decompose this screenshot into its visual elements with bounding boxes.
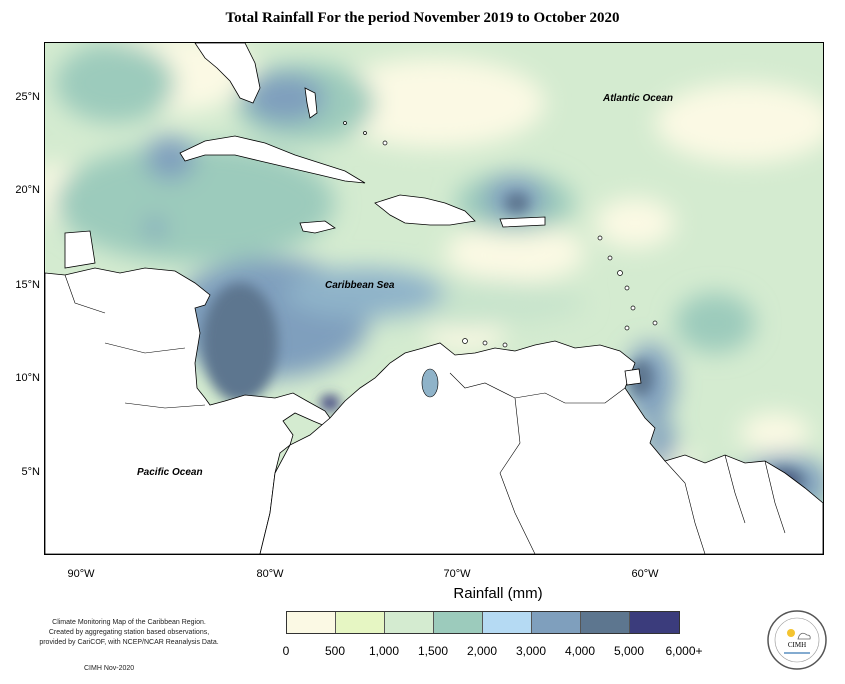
legend-swatch [287,612,336,633]
legend-swatch [532,612,581,633]
legend-swatch [385,612,434,633]
legend-label: 500 [324,644,346,658]
legend-label: 6,000+ [665,644,703,658]
rainfall-field [45,43,823,554]
credit-text: Climate Monitoring Map of the Caribbean … [34,618,224,648]
legend-swatch [434,612,483,633]
land-masses [45,43,823,554]
legend-swatch [483,612,532,633]
credit-line: Created by aggregating station based obs… [48,629,210,636]
lon-tick-70w: 70°W [443,568,471,580]
map-title: Total Rainfall For the period November 2… [225,10,620,26]
credit-date: CIMH Nov-2020 [84,665,135,672]
cimh-logo: CIMH [767,610,827,670]
legend-swatch [581,612,630,633]
legend-label: 2,000 [466,644,498,658]
lat-tick-25n: 25°N [15,91,40,103]
lon-tick-60w: 60°W [631,568,659,580]
lat-tick-5n: 5°N [21,466,40,478]
label-atlantic-ocean: Atlantic Ocean [603,93,674,104]
legend-label: 1,000 [368,644,400,658]
legend-label: 4,000 [564,644,596,658]
legend-swatch [630,612,679,633]
lat-tick-10n: 10°N [15,372,40,384]
legend-label: 1,500 [417,644,449,658]
label-pacific-ocean: Pacific Ocean [137,467,203,478]
legend-label: 5,000 [613,644,645,658]
lat-tick-15n: 15°N [15,279,40,291]
lon-tick-80w: 80°W [256,568,284,580]
legend-label: 0 [282,644,290,658]
label-caribbean-sea: Caribbean Sea [325,280,395,291]
rainfall-legend [286,611,680,634]
credit-line: Climate Monitoring Map of the Caribbean … [52,619,206,626]
legend-title: Rainfall (mm) [453,585,543,602]
legend-swatch [336,612,385,633]
lat-tick-20n: 20°N [15,184,40,196]
rainfall-map: Atlantic Ocean Caribbean Sea Pacific Oce… [44,42,824,555]
legend-label: 3,000 [515,644,547,658]
credit-line: provided by CariCOF, with NCEP/NCAR Rean… [39,639,219,646]
lon-tick-90w: 90°W [67,568,95,580]
logo-text: CIMH [788,641,806,649]
